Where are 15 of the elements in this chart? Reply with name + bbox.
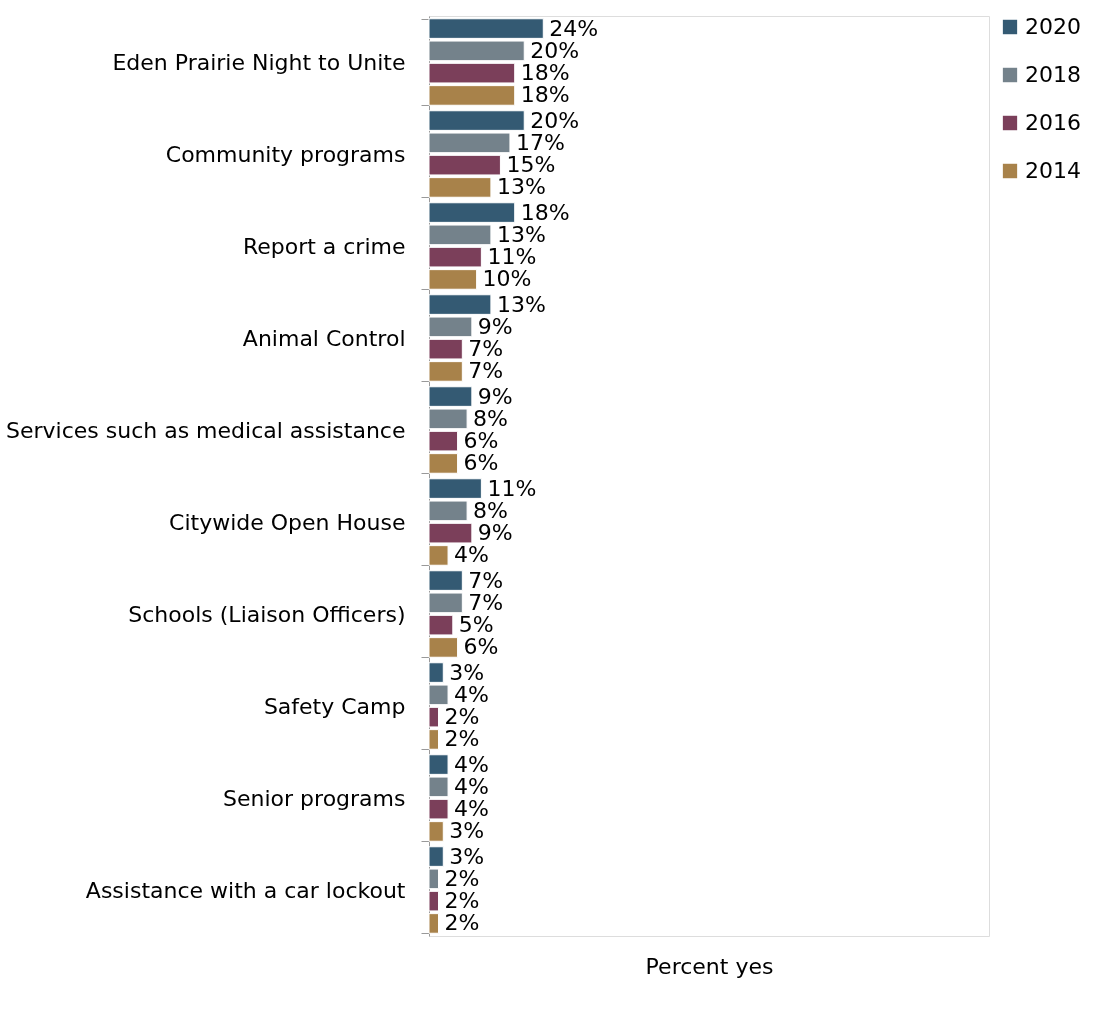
legend-label: 2014 [1025,158,1081,183]
y-tick-label: Citywide Open House [169,509,406,535]
y-tick-label: Community programs [165,141,406,167]
y-tick-label: Schools (Liaison Officers) [128,601,406,627]
x-axis-title: Percent yes [645,953,774,979]
legend-label: 2016 [1025,110,1081,135]
y-tick-label: Safety Camp [263,693,406,719]
y-tick-label: Report a crime [242,233,406,259]
y-tick-label: Animal Control [242,325,406,351]
y-tick-label: Senior programs [223,785,406,811]
y-tick-label: Services such as medical assistance [5,417,406,443]
legend-label: 2020 [1025,14,1081,39]
y-tick-label: Eden Prairie Night to Unite [112,49,406,75]
legend-label: 2018 [1025,62,1081,87]
y-tick-label: Assistance with a car lockout [85,877,406,903]
